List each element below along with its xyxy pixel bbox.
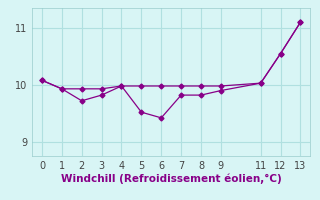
X-axis label: Windchill (Refroidissement éolien,°C): Windchill (Refroidissement éolien,°C)	[61, 174, 282, 184]
